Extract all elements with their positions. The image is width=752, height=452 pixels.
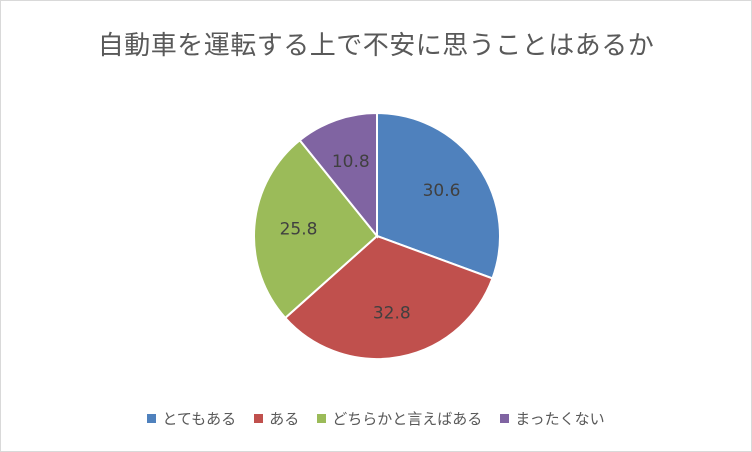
pie-slice-3 [253,138,379,320]
chart-title: 自動車を運転する上で不安に思うことはあるか [97,31,655,61]
legend-swatch [317,414,327,423]
legend-item-4: まったくない [500,408,605,429]
data-label-1: 30.6 [423,181,461,201]
data-label-3: 25.8 [280,220,318,240]
legend-swatch [254,414,264,423]
legend-label: とてもある [162,410,237,428]
legend-item-3: どちらかと言えばある [317,408,482,429]
legend-label: ある [269,410,300,428]
data-label-2: 32.8 [373,303,411,323]
legend-swatch [500,414,510,423]
legend-item-2: ある [254,408,299,429]
legend-item-1: とてもある [147,408,236,429]
legend-label: どちらかと言えばある [332,410,483,428]
pie-slice-4 [298,111,378,239]
chart-legend: とてもある ある どちらかと言えばある まったくない [1,408,751,429]
legend-label: まったくない [515,410,605,428]
pie-slice-1 [376,111,501,280]
pie-slice-2 [283,234,494,360]
legend-swatch [147,414,157,423]
data-label-4: 10.8 [332,152,370,172]
